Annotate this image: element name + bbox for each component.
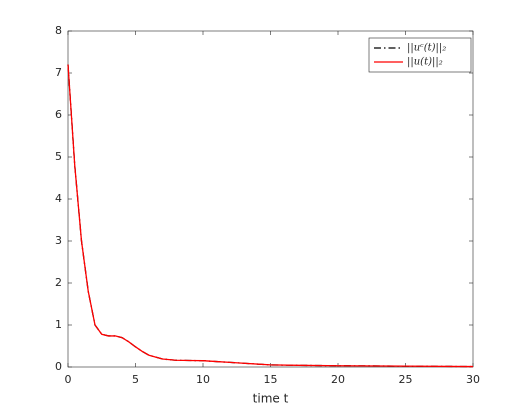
series-line — [67, 64, 474, 368]
x-tick-label: 10 — [196, 373, 210, 386]
y-tick-label: 4 — [55, 192, 62, 205]
y-tick-label: 3 — [55, 234, 62, 247]
y-tick-label: 7 — [55, 66, 62, 79]
legend-box — [368, 37, 472, 73]
x-tick-label: 15 — [264, 373, 278, 386]
legend-label: ||uᶜ(t)||₂ — [407, 43, 446, 54]
x-axis-label: time t — [253, 392, 289, 406]
y-tick-label: 5 — [55, 150, 62, 163]
x-tick-label: 5 — [132, 373, 139, 386]
plot-area — [67, 30, 474, 368]
x-tick-label: 0 — [65, 373, 72, 386]
x-tick-label: 20 — [331, 373, 345, 386]
y-tick-label: 1 — [55, 318, 62, 331]
y-tick-label: 2 — [55, 276, 62, 289]
x-tick-label: 25 — [399, 373, 413, 386]
y-tick-label: 0 — [55, 360, 62, 373]
y-tick-label: 6 — [55, 108, 62, 121]
y-tick-label: 8 — [55, 24, 62, 37]
legend-label: ||u(t)||₂ — [407, 57, 443, 68]
x-tick-label: 30 — [466, 373, 480, 386]
